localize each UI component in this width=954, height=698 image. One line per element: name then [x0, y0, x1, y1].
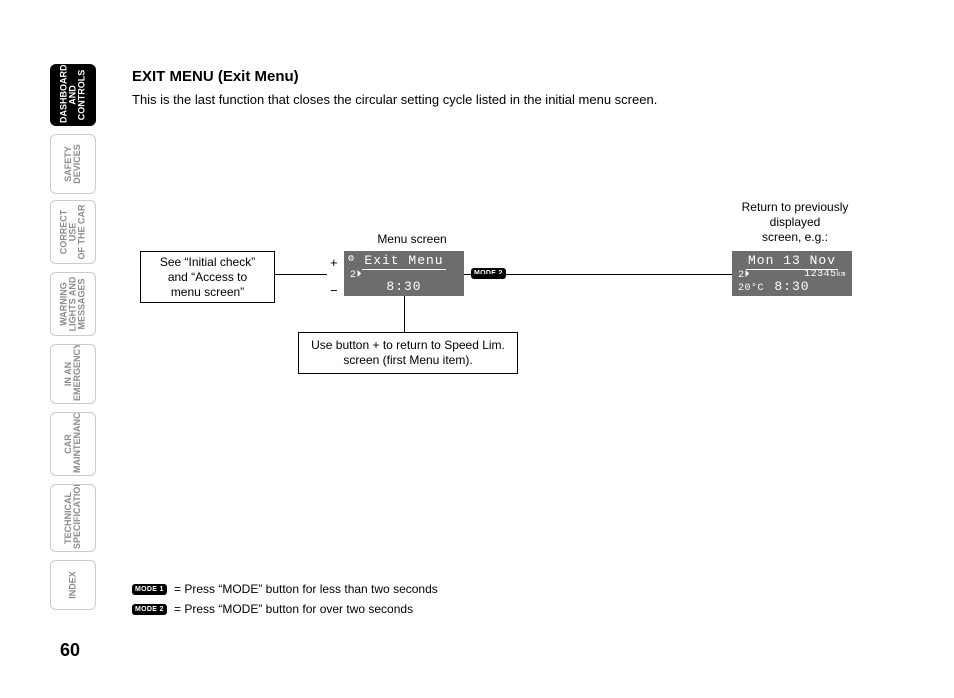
use-button-text: Use button + to return to Speed Lim. scr…	[311, 338, 505, 368]
nav-tab-3[interactable]: WARNING LIGHTS AND MESSAGES	[50, 272, 96, 336]
nav-tab-label: IN AN EMERGENCY	[64, 347, 82, 401]
mode1-badge: MODE 1	[132, 584, 167, 595]
lcd1-title: Exit Menu	[362, 253, 445, 270]
initial-check-text: See “Initial check” and “Access to menu …	[160, 255, 255, 300]
return-label: Return to previously displayed screen, e…	[730, 200, 860, 245]
page-subtitle: This is the last function that closes th…	[132, 92, 657, 107]
connector-right	[464, 274, 732, 275]
legend-mode2-text: = Press “MODE” button for over two secon…	[174, 602, 413, 616]
lcd-exit-menu: ⚙ Exit Menu 2⏵ 8:30	[344, 251, 464, 296]
connector-left	[275, 274, 327, 275]
nav-tab-1[interactable]: SAFETY DEVICES	[50, 134, 96, 194]
lcd1-line1: Exit Menu	[344, 253, 464, 270]
nav-tab-label: DASHBOARD AND CONTROLS	[60, 67, 87, 123]
nav-tab-label: WARNING LIGHTS AND MESSAGES	[60, 275, 87, 333]
nav-tab-label: CAR MAINTENANCE	[64, 415, 82, 473]
nav-tab-5[interactable]: CAR MAINTENANCE	[50, 412, 96, 476]
initial-check-box: See “Initial check” and “Access to menu …	[140, 251, 275, 303]
legend-mode1: MODE 1 = Press “MODE” button for less th…	[132, 582, 438, 596]
nav-tab-7[interactable]: INDEX	[50, 560, 96, 610]
title-paren: (Exit Menu)	[218, 68, 299, 85]
nav-tab-label: SAFETY DEVICES	[64, 137, 82, 191]
nav-tab-4[interactable]: IN AN EMERGENCY	[50, 344, 96, 404]
page-number: 60	[60, 640, 80, 661]
plus-sign: +	[330, 254, 338, 272]
lcd2-date: Mon 13 Nov	[746, 253, 838, 270]
nav-tab-label: CORRECT USE OF THE CAR	[60, 203, 87, 261]
lcd2-time: 8:30	[732, 279, 852, 294]
connector-down	[404, 296, 405, 332]
page-title: EXIT MENU (Exit Menu)	[132, 68, 299, 85]
nav-tab-0[interactable]: DASHBOARD AND CONTROLS	[50, 64, 96, 126]
minus-sign: −	[330, 282, 338, 300]
nav-tab-label: INDEX	[69, 563, 78, 607]
nav-tab-6[interactable]: TECHNICAL SPECIFICATIONS	[50, 484, 96, 552]
page-root: DASHBOARD AND CONTROLS SAFETY DEVICES CORR…	[0, 0, 954, 698]
lcd2-odo-unit: km	[837, 271, 846, 279]
lcd1-time: 8:30	[344, 279, 464, 294]
legend-mode2: MODE 2 = Press “MODE” button for over tw…	[132, 602, 413, 616]
nav-tab-2[interactable]: CORRECT USE OF THE CAR	[50, 200, 96, 264]
use-button-box: Use button + to return to Speed Lim. scr…	[298, 332, 518, 374]
lcd-return-screen: Mon 13 Nov 2⏵ 12345km 20°C 8:30	[732, 251, 852, 296]
title-main: EXIT MENU	[132, 68, 218, 85]
mode2-badge: MODE 2	[132, 604, 167, 615]
legend-mode1-text: = Press “MODE” button for less than two …	[174, 582, 438, 596]
lcd2-line1: Mon 13 Nov	[732, 253, 852, 270]
menu-screen-label: Menu screen	[362, 232, 462, 247]
nav-tab-label: TECHNICAL SPECIFICATIONS	[64, 487, 82, 549]
